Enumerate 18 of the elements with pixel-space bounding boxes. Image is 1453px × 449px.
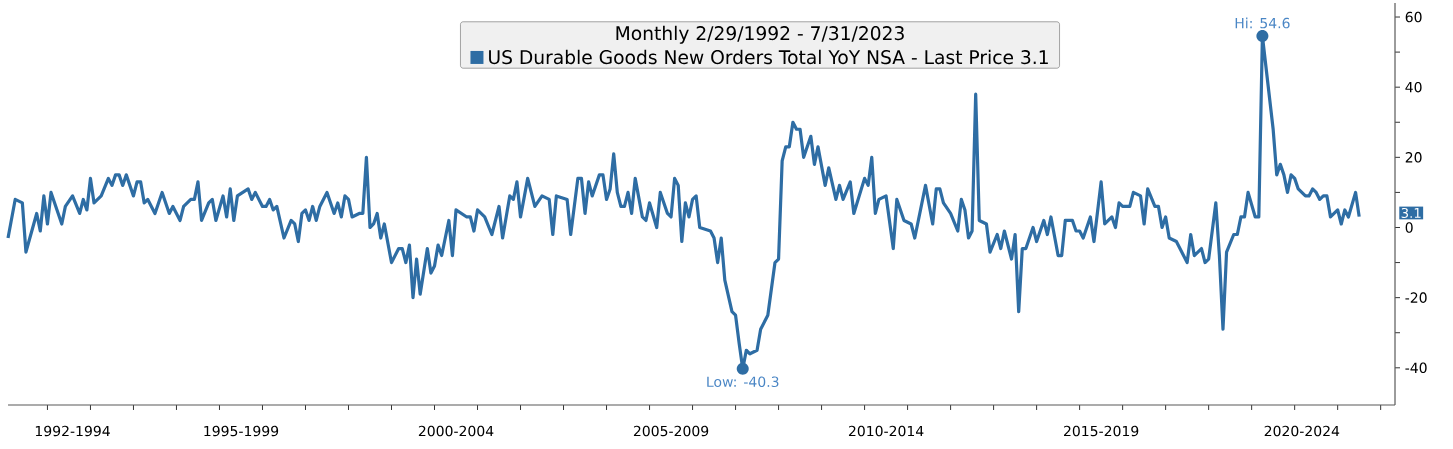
y-tick-label: -20 (1405, 292, 1427, 303)
x-tick-label: 2005-2009 (633, 425, 709, 437)
x-tick-label: 1992-1994 (35, 425, 110, 437)
y-tick-label: 20 (1405, 152, 1422, 163)
x-tick-label: 1995-1999 (204, 425, 279, 437)
x-tick-label: 2015-2019 (1063, 425, 1139, 437)
y-tick-label: -40 (1405, 362, 1427, 374)
annotation: Hi: 54.6 (1235, 17, 1290, 29)
y-tick-label: 40 (1405, 81, 1422, 93)
y-tick-label: 0 (1405, 222, 1413, 233)
x-tick-label: 2000-2004 (418, 425, 494, 437)
annotation: Low: -40.3 (707, 376, 779, 388)
legend-title: Monthly 2/29/1992 - 7/31/2023 (616, 25, 904, 44)
y-tick-label: 60 (1405, 11, 1422, 23)
text: 3.1 (1401, 207, 1421, 219)
legend-label: US Durable Goods New Orders Total YoY NSA - Last Price 3.1 (489, 49, 1048, 65)
x-tick-label: 2020-2024 (1264, 425, 1340, 437)
x-tick-label: 2010-2014 (848, 425, 924, 437)
